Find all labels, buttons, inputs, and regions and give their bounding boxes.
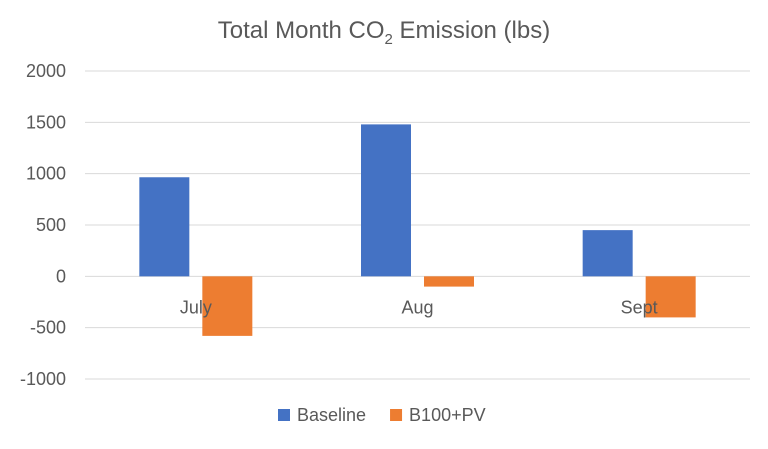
- y-tick-label-3: 500: [36, 215, 66, 235]
- y-tick-label-4: 0: [56, 266, 66, 286]
- bar-sept-b100-pv: [645, 276, 696, 318]
- x-axis-category-labels: July Aug Sept: [180, 297, 658, 317]
- bar-aug-baseline: [361, 124, 411, 277]
- bar-aug-b100-pv: [424, 276, 474, 287]
- x-category-label-july: July: [180, 297, 212, 317]
- chart-title: Total Month CO2 Emission (lbs): [218, 17, 550, 48]
- chart-title-subscript: 2: [385, 31, 393, 48]
- y-tick-label-5: -500: [30, 318, 66, 338]
- bars: [139, 124, 696, 336]
- legend-swatch-0: [278, 409, 290, 421]
- y-axis-tick-labels: 2000 1500 1000 500 0 -500 -1000: [20, 61, 66, 389]
- legend-label-1: B100+PV: [409, 405, 486, 425]
- x-category-label-aug: Aug: [401, 297, 433, 317]
- y-tick-label-2: 1000: [26, 164, 66, 184]
- legend: Baseline B100+PV: [278, 405, 486, 425]
- bar-july-baseline: [139, 177, 190, 277]
- legend-label-0: Baseline: [297, 405, 366, 425]
- x-category-label-sept: Sept: [621, 297, 658, 317]
- legend-swatch-1: [390, 409, 403, 421]
- y-tick-label-6: -1000: [20, 369, 66, 389]
- bar-sept-baseline: [582, 230, 633, 277]
- y-tick-label-1: 1500: [26, 112, 66, 132]
- chart-title-suffix: Emission (lbs): [393, 17, 550, 44]
- chart-title-main: Total Month CO: [218, 17, 385, 44]
- y-tick-label-0: 2000: [26, 61, 66, 81]
- bar-july-b100-pv: [202, 276, 253, 336]
- grid-lines: [85, 70, 750, 380]
